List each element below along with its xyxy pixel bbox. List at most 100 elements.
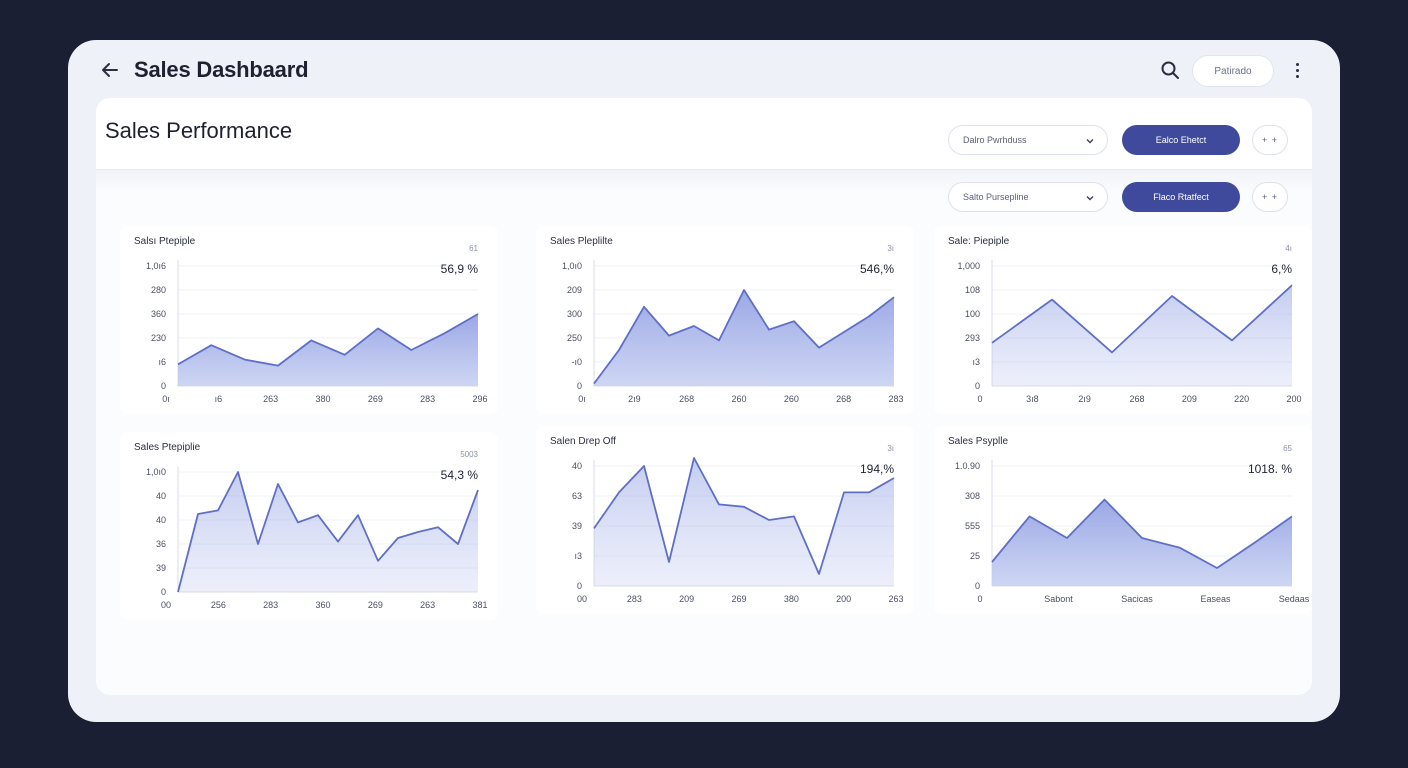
chart-svg: 1,0ı6 280 360 230 ı6 0 0ı ı6 263 380 269 283 296	[146, 260, 488, 404]
chart-title: Sales Ptepiplie	[134, 442, 201, 453]
chart-value: 1018. %	[1247, 462, 1292, 476]
chart-title: Sales Pleplilte	[550, 236, 613, 247]
x-tick-label: 381	[472, 600, 487, 610]
x-tick-label: 269	[368, 394, 383, 404]
x-tick-label: 0	[977, 394, 982, 404]
series-line	[177, 313, 479, 367]
sales-performance-panel: Sales Performance Dalro Pwrhduss Ealco E…	[96, 98, 1312, 695]
y-tick-label: 0	[161, 587, 166, 597]
x-tick-label: 263	[888, 594, 903, 604]
area-fill	[178, 472, 478, 592]
chart-tag: 65	[1283, 444, 1292, 453]
x-tick-label: 0	[977, 594, 982, 604]
y-tick-label: 555	[965, 521, 980, 531]
series-line	[593, 289, 895, 385]
kebab-dot	[1295, 74, 1299, 78]
y-tick-label: 280	[151, 285, 166, 295]
series-line	[593, 457, 895, 575]
x-tick-label: 00	[161, 600, 171, 610]
x-tick-label: 283	[263, 600, 278, 610]
y-tick-label: 1,0ı0	[146, 467, 166, 477]
select-label: Dalro Pwrhduss	[963, 135, 1027, 145]
y-tick-label: 40	[572, 461, 582, 471]
x-tick-label: 268	[836, 394, 851, 404]
primary-action-button-1[interactable]: Ealco Ehetct	[1122, 125, 1240, 155]
select-label: Salto Pursepline	[963, 192, 1029, 202]
chart-tag: 3ı	[887, 244, 894, 253]
x-tick-label: 220	[1234, 394, 1249, 404]
chart-value: 194,%	[859, 462, 894, 476]
x-tick-label: 263	[263, 394, 278, 404]
y-tick-label: 308	[965, 491, 980, 501]
x-tick-label: 269	[368, 600, 383, 610]
chart-card: 1,0ı0 209 300 250 -ı0 0 0ı 2ı9 268 260 260 268 283 S…	[536, 226, 914, 414]
search-icon	[1161, 61, 1179, 79]
y-tick-label: 1.0.90	[955, 461, 980, 471]
y-tick-label: 39	[156, 563, 166, 573]
y-tick-label: 108	[965, 285, 980, 295]
x-tick-label: 380	[315, 394, 330, 404]
x-tick-label: Sedaas	[1279, 594, 1310, 604]
y-tick-label: 0	[577, 581, 582, 591]
series-line	[991, 498, 1293, 569]
x-tick-label: 209	[1182, 394, 1197, 404]
y-tick-label: 1,000	[957, 261, 980, 271]
chart-card: 40 63 39 ı3 0 00 283 209 269 380 200 263 Salen Drep…	[536, 426, 914, 614]
x-tick-label: 283	[888, 394, 903, 404]
y-tick-label: 0	[975, 581, 980, 591]
chart-tag: 61	[469, 244, 478, 253]
x-tick-label: 200	[836, 594, 851, 604]
app-window: Sales Dashbaard Patirado Sales Performan…	[68, 40, 1340, 722]
primary-action-button-2[interactable]: Flaco Rtatfect	[1122, 182, 1240, 212]
y-tick-label: 0	[975, 381, 980, 391]
profile-pill-button[interactable]: Patirado	[1192, 55, 1274, 87]
y-tick-label: -ı0	[571, 357, 582, 367]
x-tick-label: 263	[420, 600, 435, 610]
x-tick-label: 2ı9	[628, 394, 641, 404]
area-fill	[992, 285, 1292, 386]
add-button-1[interactable]: + +	[1252, 125, 1288, 155]
y-tick-label: 360	[151, 309, 166, 319]
chevron-down-icon	[1086, 196, 1094, 201]
y-tick-label: 39	[572, 521, 582, 531]
chart-value: 56,9 %	[440, 262, 478, 276]
y-tick-label: ı3	[972, 357, 980, 367]
panel-title: Sales Performance	[105, 118, 293, 143]
x-tick-label: 3ı8	[1026, 394, 1039, 404]
chart-svg: 1,000 108 100 293 ı3 0 0 3ı8 2ı9 268 209 220 200	[957, 260, 1302, 404]
y-tick-label: 1,0ı0	[562, 261, 582, 271]
x-tick-label: 268	[679, 394, 694, 404]
filter-select-2[interactable]: Salto Pursepline	[948, 182, 1108, 212]
chart-card: 1,0ı6 280 360 230 ı6 0 0ı ı6 263 380 269 283 296 Sal…	[120, 226, 498, 414]
x-tick-label: Easeas	[1200, 594, 1231, 604]
x-tick-label: 283	[420, 394, 435, 404]
chart-title: Sale: Piepiple	[948, 236, 1010, 247]
add-button-2[interactable]: + +	[1252, 182, 1288, 212]
more-menu-button[interactable]	[1290, 59, 1304, 81]
header-shadow-band	[96, 170, 1312, 194]
x-tick-label: 296	[472, 394, 487, 404]
app-title: Sales Dashbaard	[134, 57, 309, 82]
chart-title: Salen Drep Off	[550, 436, 616, 447]
chart-card: 1,0ı0 40 40 36 39 0 00 256 283 360 269 263 381 Sales…	[120, 432, 498, 620]
chart-value: 54,3 %	[440, 468, 478, 482]
back-button[interactable]	[98, 58, 122, 82]
x-tick-label: 269	[731, 594, 746, 604]
y-tick-label: 250	[567, 333, 582, 343]
y-tick-label: ı6	[158, 357, 166, 367]
kebab-dot	[1295, 68, 1299, 72]
arrow-left-icon	[102, 63, 118, 77]
x-tick-label: 209	[679, 594, 694, 604]
top-bar: Sales Dashbaard Patirado	[68, 40, 1340, 98]
chart-value: 6,%	[1271, 262, 1292, 276]
area-fill	[594, 290, 894, 386]
y-tick-label: 40	[156, 491, 166, 501]
x-tick-label: 283	[627, 594, 642, 604]
series-line	[991, 284, 1293, 354]
x-tick-label: 00	[577, 594, 587, 604]
search-button[interactable]	[1159, 59, 1181, 81]
filter-select-1[interactable]: Dalro Pwrhduss	[948, 125, 1108, 155]
chevron-down-icon	[1086, 139, 1094, 144]
y-tick-label: 40	[156, 515, 166, 525]
